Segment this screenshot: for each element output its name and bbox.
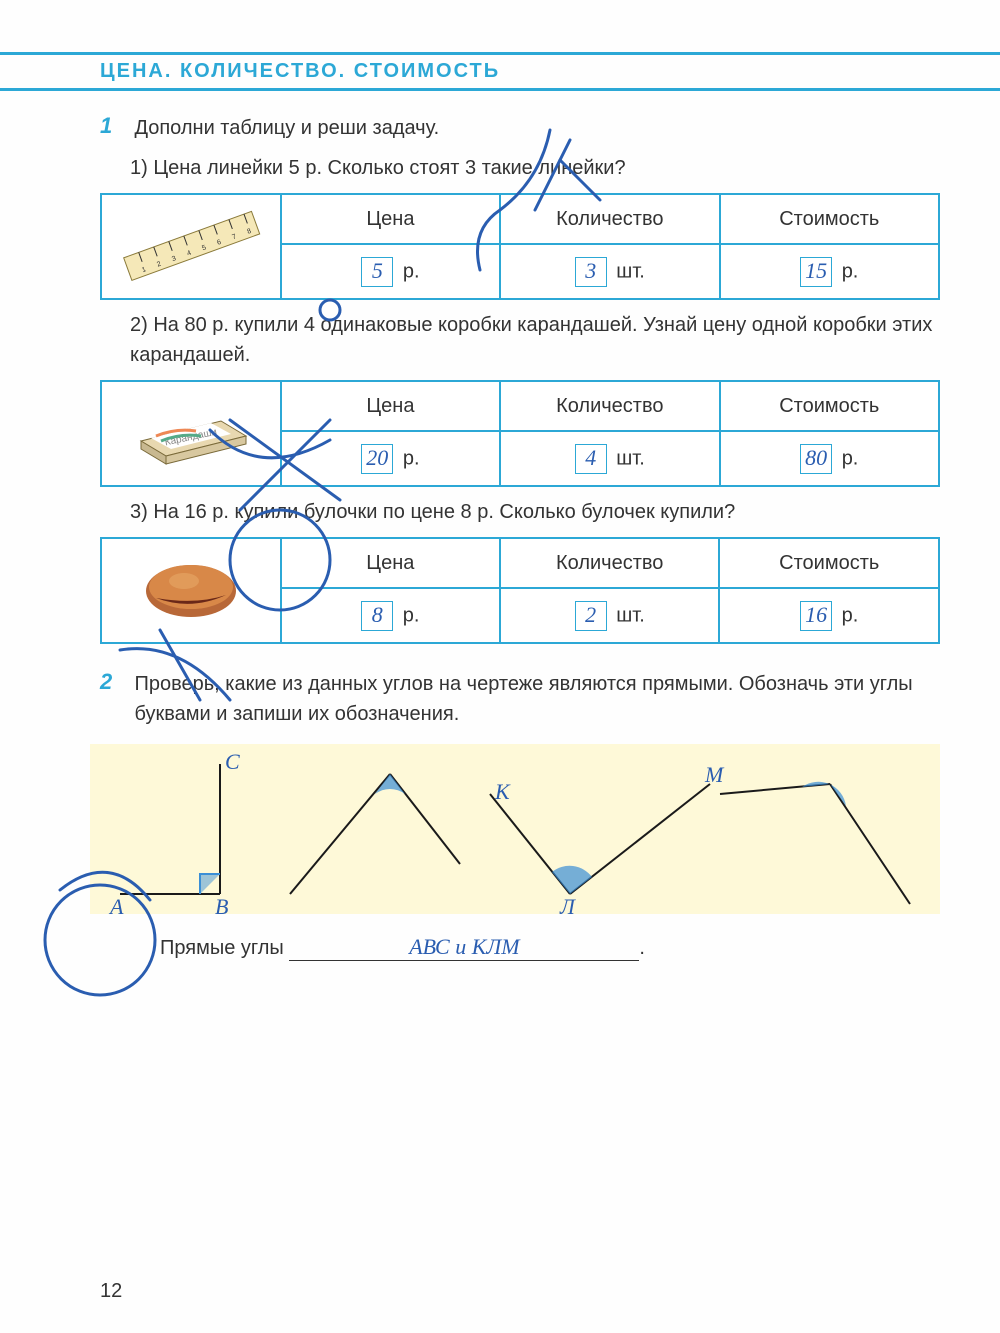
price-unit-3: р. — [403, 604, 420, 626]
qty-val-1: 3 — [585, 258, 596, 283]
task-1-sub2-text: 2) На 80 р. купили 4 одинаковые коробки … — [130, 310, 940, 370]
th-price-1: Цена — [281, 194, 500, 244]
td-cost-2[interactable]: 80 р. — [720, 431, 939, 486]
qty-val-3: 2 — [585, 602, 596, 627]
angles-diagram: А В С К Л М — [90, 744, 940, 914]
header-title: ЦЕНА. КОЛИЧЕСТВО. СТОИМОСТЬ — [100, 60, 500, 82]
bun-icon — [136, 553, 246, 623]
price-val-1: 5 — [372, 258, 383, 283]
answer-field[interactable]: АВС и КЛМ — [289, 934, 639, 961]
table-1: 123 456 78 Цена Количество Стоимость 5 р… — [100, 193, 940, 300]
td-qty-2[interactable]: 4 шт. — [500, 431, 720, 486]
th-cost-3: Стоимость — [719, 538, 939, 588]
task-2-instruction: Проверь, какие из данных углов на чертеж… — [134, 669, 934, 729]
qty-unit-3: шт. — [616, 604, 645, 626]
th-qty-2: Количество — [500, 381, 720, 431]
answer-value: АВС и КЛМ — [409, 934, 519, 959]
td-price-3[interactable]: 8 р. — [281, 588, 500, 643]
label-A: А — [110, 894, 123, 920]
task-1: 1 Дополни таблицу и реши задачу. 1) Цена… — [100, 113, 940, 644]
td-cost-3[interactable]: 16 р. — [719, 588, 939, 643]
price-unit-2: р. — [403, 447, 420, 469]
cost-unit-1: р. — [842, 260, 859, 282]
bun-icon-cell — [101, 538, 281, 643]
label-L: Л — [560, 894, 575, 920]
cost-val-3: 16 — [805, 602, 827, 627]
td-price-2[interactable]: 20 р. — [281, 431, 500, 486]
th-price-2: Цена — [281, 381, 500, 431]
th-qty-3: Количество — [500, 538, 720, 588]
label-M: М — [705, 762, 723, 788]
td-qty-1[interactable]: 3 шт. — [500, 244, 719, 299]
cost-val-2: 80 — [805, 445, 827, 470]
section-header: ЦЕНА. КОЛИЧЕСТВО. СТОИМОСТЬ — [100, 60, 940, 83]
answer-line: Прямые углы АВС и КЛМ . — [160, 934, 940, 961]
ruler-icon-cell: 123 456 78 — [101, 194, 281, 299]
task-1-sub1-text: 1) Цена линейки 5 р. Сколько стоят 3 так… — [130, 153, 940, 183]
qty-unit-2: шт. — [616, 447, 645, 469]
th-price-3: Цена — [281, 538, 500, 588]
cost-unit-3: р. — [842, 604, 859, 626]
task-number-1: 1 — [100, 113, 130, 139]
th-cost-1: Стоимость — [720, 194, 939, 244]
table-2: Карандаши Цена Количество Стоимость 20 р… — [100, 380, 940, 487]
qty-unit-1: шт. — [616, 260, 645, 282]
qty-val-2: 4 — [585, 445, 596, 470]
td-cost-1[interactable]: 15 р. — [720, 244, 939, 299]
price-unit-1: р. — [403, 260, 420, 282]
th-qty-1: Количество — [500, 194, 719, 244]
task-1-sub3-text: 3) На 16 р. купили булочки по цене 8 р. … — [130, 497, 940, 527]
angles-svg — [90, 744, 940, 914]
label-B: В — [215, 894, 228, 920]
th-cost-2: Стоимость — [720, 381, 939, 431]
price-val-2: 20 — [366, 445, 388, 470]
pencilbox-icon-cell: Карандаши — [101, 381, 281, 486]
td-price-1[interactable]: 5 р. — [281, 244, 500, 299]
task-number-2: 2 — [100, 669, 130, 695]
task-1-instruction: Дополни таблицу и реши задачу. — [134, 113, 934, 143]
task-2: 2 Проверь, какие из данных углов на черт… — [100, 669, 940, 961]
ruler-icon: 123 456 78 — [118, 201, 263, 286]
label-K: К — [495, 779, 510, 805]
label-C: С — [225, 749, 240, 775]
page-number: 12 — [100, 1280, 122, 1303]
cost-val-1: 15 — [805, 258, 827, 283]
table-3: Цена Количество Стоимость 8 р. 2 шт. 16 … — [100, 537, 940, 644]
cost-unit-2: р. — [842, 447, 859, 469]
price-val-3: 8 — [372, 602, 383, 627]
answer-label: Прямые углы — [160, 937, 284, 959]
td-qty-3[interactable]: 2 шт. — [500, 588, 720, 643]
pencil-box-icon: Карандаши — [126, 396, 256, 466]
